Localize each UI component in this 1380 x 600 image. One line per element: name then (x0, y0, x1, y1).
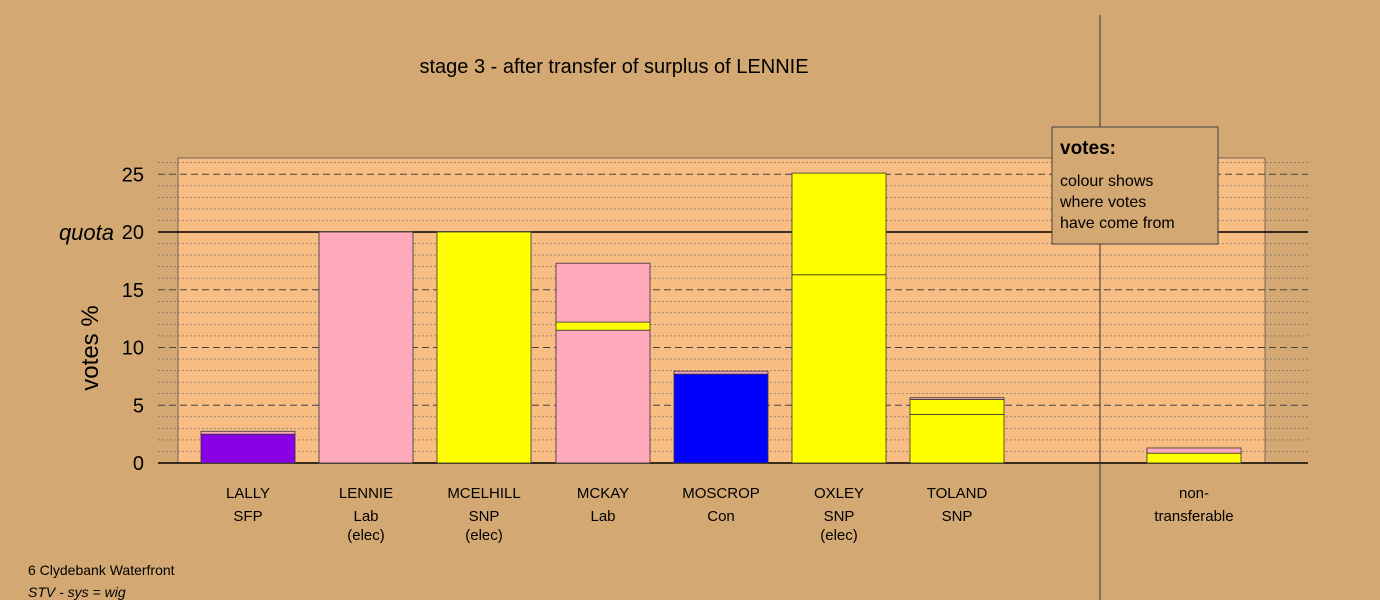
x-tick-label: LALLY (226, 485, 270, 502)
bar-segment (1146, 452, 1242, 464)
x-tick-label: (elec) (465, 527, 503, 544)
bar-segment (673, 373, 769, 464)
x-tick-label: non- (1179, 485, 1209, 502)
x-tick-label: (elec) (347, 527, 385, 544)
x-tick-label: (elec) (820, 527, 858, 544)
x-tick-label: SFP (233, 508, 262, 525)
bar-segment (673, 370, 769, 375)
bar-segment (791, 274, 887, 464)
y-tick-label: 0 (133, 453, 144, 475)
bar-segment (555, 329, 651, 464)
x-labels: LALLY SFP LENNIE Lab (elec) MCELHILL SNP (elec)… (226, 485, 1234, 544)
bar-segment (200, 430, 296, 435)
y-tick-label: 5 (133, 395, 144, 417)
bar-segment (909, 414, 1005, 464)
y-tick-label: 15 (122, 280, 144, 302)
bar-segment (791, 172, 887, 276)
bar-segment (200, 433, 296, 464)
bar-segment (555, 321, 651, 331)
y-tick-label: 25 (122, 164, 144, 186)
x-tick-label: MOSCROP (682, 485, 760, 502)
x-tick-label: MCELHILL (447, 485, 520, 502)
legend-line: have come from (1060, 215, 1175, 232)
x-tick-label: SNP (942, 508, 973, 525)
legend-line: where votes (1059, 194, 1146, 211)
x-tick-label: Lab (353, 508, 378, 525)
bars (200, 172, 1242, 464)
x-tick-label: Con (707, 508, 735, 525)
x-tick-label: OXLEY (814, 485, 864, 502)
bar-segment (318, 231, 414, 464)
voting-system: STV - sys = wig (28, 584, 126, 600)
x-tick-label: TOLAND (927, 485, 988, 502)
legend-line: colour shows (1060, 173, 1153, 190)
bar-segment (436, 231, 532, 464)
x-tick-label: Lab (590, 508, 615, 525)
bar-segment (555, 262, 651, 323)
ward-name: 6 Clydebank Waterfront (28, 562, 175, 578)
x-tick-label: SNP (824, 508, 855, 525)
bar-segment (1146, 447, 1242, 454)
y-tick-label: 10 (122, 338, 144, 360)
y-tick-label: 20 (122, 222, 144, 244)
x-tick-label: SNP (469, 508, 500, 525)
y-axis-label: votes % (77, 305, 104, 390)
chart-title: stage 3 - after transfer of surplus of L… (419, 56, 808, 78)
y-axis: 0 5 10 15 20 25 quota (59, 164, 144, 475)
x-tick-label: transferable (1154, 508, 1233, 525)
bar-segment (909, 399, 1005, 415)
bar-segment (909, 397, 1005, 400)
quota-label: quota (59, 220, 114, 245)
legend: votes: colour shows where votes have com… (1051, 126, 1219, 245)
legend-title: votes: (1060, 138, 1116, 159)
x-tick-label: MCKAY (577, 485, 629, 502)
x-tick-label: LENNIE (339, 485, 393, 502)
